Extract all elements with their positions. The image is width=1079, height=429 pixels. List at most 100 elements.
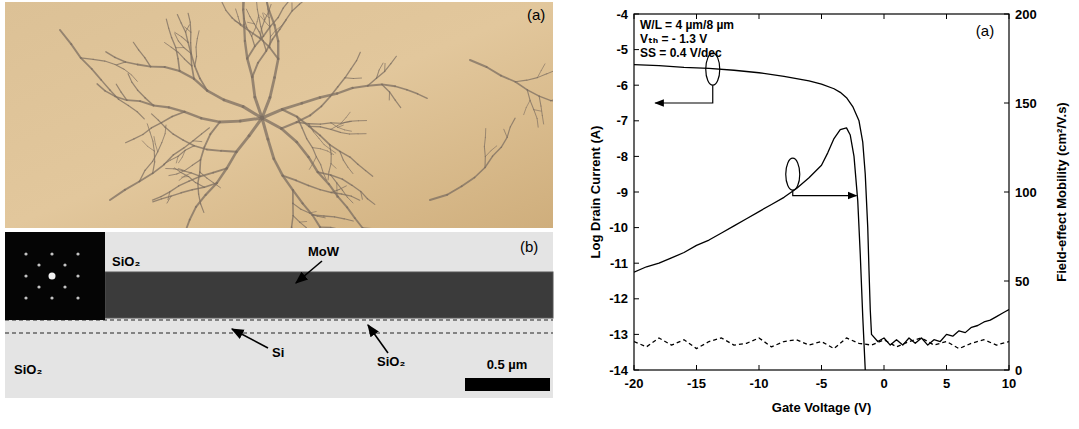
y-tick-label: -9 — [616, 185, 628, 200]
figure: (a)SiO₂MoWSiSiO₂SiO₂0.5 µm(b)-20-15-10-5… — [0, 0, 1079, 429]
y-tick-label: -10 — [609, 220, 628, 235]
crack — [240, 25, 249, 32]
crack — [238, 17, 240, 25]
crack — [188, 13, 190, 22]
crack — [97, 84, 105, 91]
crack — [193, 134, 201, 141]
diffraction-spot — [24, 274, 27, 277]
y-tick — [634, 156, 639, 157]
crack — [296, 180, 308, 185]
x-tick-label: -15 — [687, 376, 706, 391]
crack — [330, 145, 340, 152]
x-tick — [884, 14, 885, 19]
crack — [351, 196, 359, 200]
crack — [539, 96, 551, 100]
crack — [300, 221, 307, 223]
x-tick — [946, 14, 947, 19]
crack — [255, 97, 262, 118]
crack — [226, 10, 232, 18]
crack — [262, 109, 282, 118]
crack — [320, 149, 327, 151]
crack — [179, 176, 184, 180]
y-tick-label: -14 — [609, 363, 629, 378]
crack — [142, 141, 147, 146]
crack — [362, 228, 371, 229]
crack — [145, 58, 151, 67]
crack — [270, 78, 275, 98]
crack — [331, 123, 338, 127]
crack — [283, 176, 296, 181]
layer-label: SiO₂ — [14, 362, 42, 377]
crack — [252, 77, 255, 97]
scale-bar-label: 0.5 µm — [487, 357, 528, 372]
crack — [176, 47, 178, 58]
crack — [320, 135, 330, 144]
crack — [151, 123, 161, 128]
crack — [252, 36, 255, 46]
crack — [353, 86, 368, 88]
crack — [358, 133, 366, 134]
x-tick-label: 0 — [880, 376, 887, 391]
crack — [292, 190, 294, 203]
crack — [491, 146, 497, 151]
crack — [379, 63, 383, 70]
crack — [339, 186, 346, 190]
y-tick — [634, 298, 639, 299]
axis-indicator-arrow — [655, 85, 713, 103]
crack — [292, 4, 299, 11]
crack — [139, 170, 145, 181]
crack — [178, 41, 183, 48]
x-tick — [946, 365, 947, 370]
crack — [158, 143, 162, 152]
crack — [341, 118, 346, 124]
crack — [200, 78, 207, 90]
crack — [152, 114, 159, 120]
crack — [376, 70, 379, 78]
crack — [252, 63, 258, 77]
crack — [247, 22, 254, 24]
crack — [485, 151, 491, 157]
crack — [202, 128, 210, 134]
x-tick-label: -5 — [816, 376, 828, 391]
crack — [345, 69, 351, 78]
crack — [484, 137, 485, 146]
y-tick — [634, 14, 639, 15]
x-tick-label: 5 — [943, 376, 950, 391]
crack — [391, 56, 397, 63]
crack — [134, 134, 143, 138]
crack — [351, 61, 357, 69]
crack — [221, 151, 236, 152]
crack — [338, 78, 345, 87]
diffraction-spot — [76, 296, 79, 299]
crack — [345, 130, 352, 131]
crack — [247, 59, 252, 77]
crack — [354, 78, 362, 79]
crack — [250, 31, 260, 38]
annotation: W/L = 4 µm/8 µm — [640, 18, 734, 32]
crack — [330, 154, 331, 163]
diffraction-spot — [50, 296, 53, 299]
y-tick — [634, 334, 639, 335]
crack — [337, 88, 352, 94]
crack — [193, 140, 202, 142]
crack — [190, 32, 192, 43]
label-arrow — [232, 329, 268, 348]
crack — [276, 26, 282, 31]
panel-label: (b) — [520, 238, 538, 255]
crack — [132, 82, 138, 90]
crack — [201, 147, 205, 160]
crack — [185, 220, 190, 228]
crack — [265, 21, 270, 27]
y-tick-label: -4 — [616, 7, 628, 22]
y2-tick-label: 150 — [1015, 96, 1037, 111]
crack — [286, 11, 292, 20]
x-tick-label: 10 — [1002, 376, 1016, 391]
crack — [213, 168, 227, 172]
crack — [190, 22, 192, 32]
x-tick — [821, 14, 822, 19]
crack — [177, 47, 184, 48]
crack — [214, 183, 221, 188]
crack — [330, 149, 336, 153]
crack — [331, 129, 340, 132]
x-tick — [634, 365, 635, 370]
